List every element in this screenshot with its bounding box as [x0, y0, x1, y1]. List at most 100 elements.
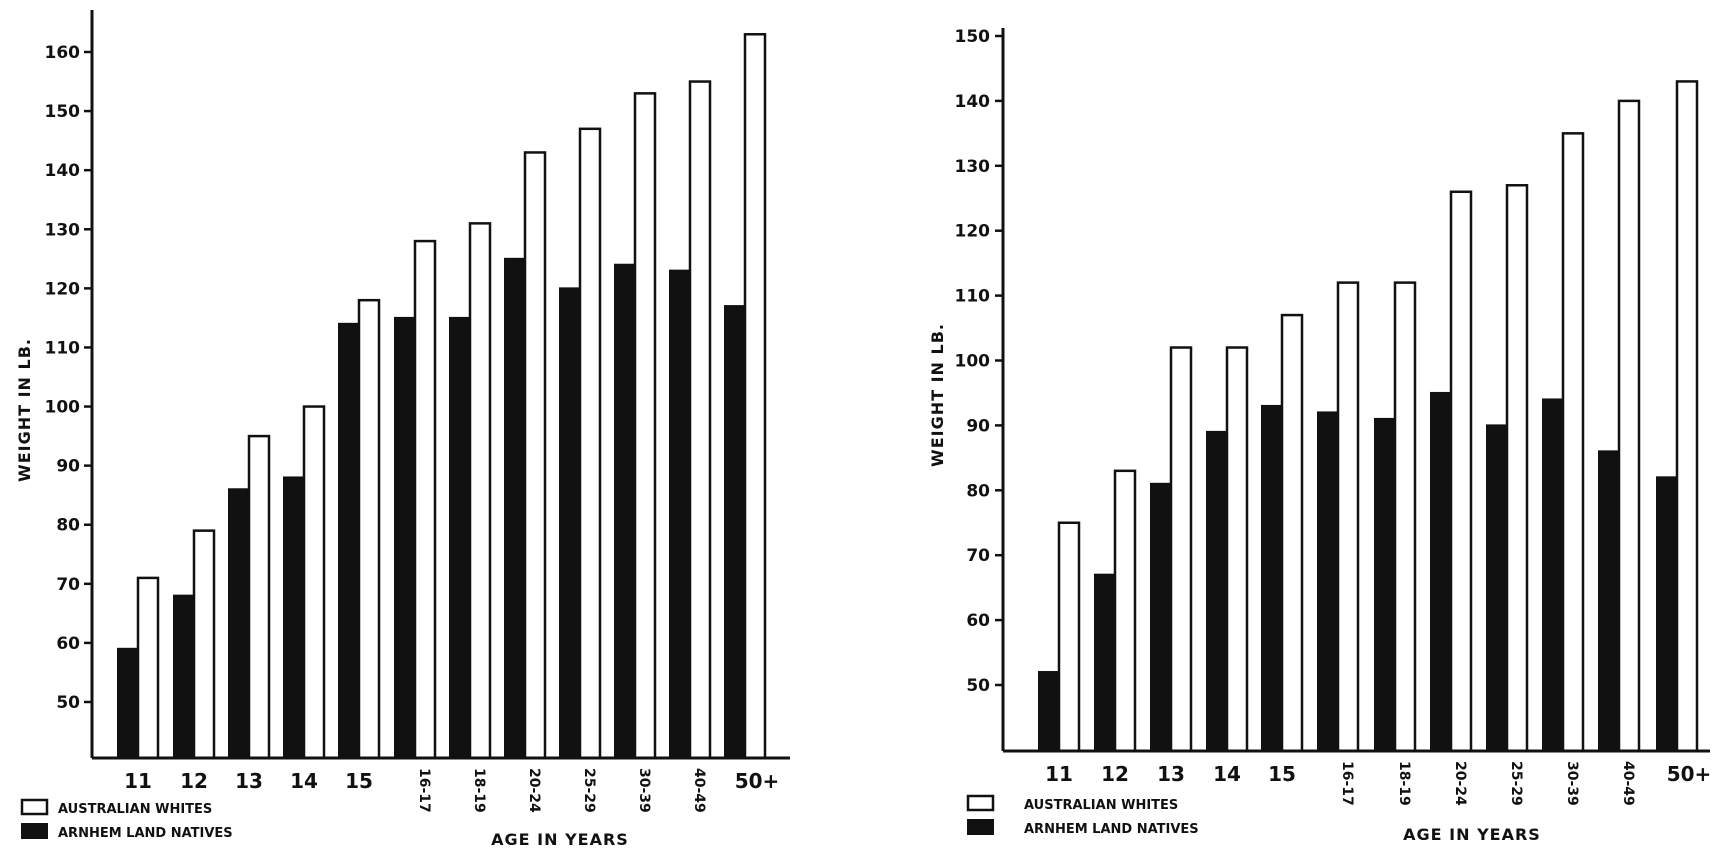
bar-right-natives	[1038, 671, 1060, 753]
bar-right-whites	[1617, 99, 1641, 753]
bar-right-whites	[1675, 80, 1699, 753]
chart-left-y-tick-label: 140	[45, 161, 81, 181]
chart-right-x-tick-label: 15	[1268, 762, 1296, 786]
bar-right-whites	[1225, 346, 1249, 753]
chart-right-y-tick-label: 50	[966, 676, 990, 696]
bar-left-natives	[504, 257, 526, 759]
bar-left-whites	[413, 239, 437, 760]
bar-left-whites	[468, 222, 492, 760]
chart-right-x-tick-label: 12	[1101, 762, 1129, 786]
bar-right-whites	[1561, 132, 1585, 753]
chart-right-y-ticks: 50 60 70 80 90 100 110 120 130 140 150	[955, 27, 1003, 696]
legend-right-whites-label: AUSTRALIAN WHITES	[1024, 798, 1178, 813]
legend-left-natives-swatch	[21, 823, 48, 839]
bar-left-whites	[357, 298, 381, 760]
legend-right-natives-swatch	[967, 819, 994, 835]
bar-right-natives	[1317, 411, 1339, 752]
bar-left-whites	[688, 80, 712, 760]
chart-left-y-tick-label: 80	[56, 516, 80, 536]
chart-left: 50 60 70 80 90 100 110 120 130 140 150 160 11 12 13 14…	[15, 10, 790, 849]
chart-left-x-tick-label: 50+	[735, 769, 780, 793]
chart-right-x-ticks: 11 12 13 14 15 16-17 18-19 20-24 25-29 30-39 40-49…	[1045, 761, 1711, 806]
chart-left-x-tick-label: 16-17	[416, 768, 432, 813]
chart-right-y-tick-label: 150	[955, 27, 991, 47]
chart-right-x-tick-label: 14	[1213, 762, 1241, 786]
legend-right-natives-label: ARNHEM LAND NATIVES	[1024, 822, 1199, 837]
bar-left-whites	[743, 33, 767, 760]
chart-left-marks	[117, 33, 767, 760]
chart-left-x-tick-label: 40-49	[691, 768, 707, 813]
chart-left-x-tick-label: 14	[290, 769, 318, 793]
bar-right-natives	[1598, 450, 1620, 752]
chart-right-y-tick-label: 100	[955, 352, 991, 372]
chart-right-x-tick-label: 20-24	[1452, 761, 1468, 806]
legend-left-natives-label: ARNHEM LAND NATIVES	[58, 826, 233, 841]
bar-left-natives	[614, 263, 636, 759]
bar-right-natives	[1486, 424, 1508, 752]
chart-right-x-tick-label: 13	[1157, 762, 1185, 786]
bar-left-natives	[394, 316, 416, 759]
chart-left-x-tick-label: 20-24	[526, 768, 542, 813]
chart-right-y-tick-label: 80	[966, 481, 990, 501]
bar-left-whites	[247, 434, 271, 760]
chart-right-y-tick-label: 130	[955, 157, 991, 177]
chart-right-y-axis-title: WEIGHT IN LB.	[928, 323, 947, 467]
chart-left-y-tick-label: 150	[45, 102, 81, 122]
chart-right-x-axis-title: AGE IN YEARS	[1403, 825, 1541, 844]
bar-left-whites	[633, 92, 657, 760]
chart-right-y-tick-label: 110	[955, 287, 991, 307]
bar-left-natives	[338, 322, 360, 759]
chart-left-x-tick-label: 18-19	[471, 768, 487, 813]
bar-right-whites	[1393, 281, 1417, 753]
bar-left-whites	[523, 151, 547, 760]
chart-right-y-tick-label: 120	[955, 222, 991, 242]
bar-left-natives	[117, 647, 139, 759]
legend-right-whites-swatch	[966, 794, 995, 812]
chart-left-x-ticks: 11 12 13 14 15 16-17 18-19 20-24 25-29 30-39 40-49…	[124, 768, 779, 813]
bar-right-whites	[1280, 313, 1304, 753]
chart-left-y-tick-label: 130	[45, 220, 81, 240]
bar-right-whites	[1169, 346, 1193, 753]
chart-left-x-tick-label: 15	[345, 769, 373, 793]
chart-left-y-tick-label: 110	[45, 338, 81, 358]
chart-right-marks	[1038, 80, 1699, 753]
chart-left-x-tick-label: 12	[180, 769, 208, 793]
chart-right-x-tick-label: 25-29	[1508, 761, 1524, 806]
chart-left-y-tick-label: 60	[56, 634, 80, 654]
bar-right-natives	[1206, 430, 1228, 752]
chart-left-y-axis-title: WEIGHT IN LB.	[15, 338, 34, 482]
bar-right-whites	[1505, 184, 1529, 753]
bar-left-natives	[449, 316, 471, 759]
bar-left-whites	[136, 576, 160, 760]
chart-left-y-tick-label: 100	[45, 398, 81, 418]
bar-right-natives	[1261, 404, 1283, 752]
chart-left-y-ticks: 50 60 70 80 90 100 110 120 130 140 150 160	[45, 43, 92, 713]
bar-left-whites	[192, 529, 216, 760]
bar-left-natives	[283, 476, 305, 759]
chart-left-y-tick-label: 50	[56, 693, 80, 713]
legend-left-whites-label: AUSTRALIAN WHITES	[58, 802, 212, 817]
chart-right-y-tick-label: 60	[966, 611, 990, 631]
bar-right-whites	[1336, 281, 1360, 753]
chart-left-x-tick-label: 13	[235, 769, 263, 793]
chart-left-y-tick-label: 120	[45, 279, 81, 299]
chart-right-x-tick-label: 40-49	[1620, 761, 1636, 806]
chart-left-y-tick-label: 70	[56, 575, 80, 595]
bar-left-whites	[578, 127, 602, 760]
bar-right-natives	[1094, 573, 1116, 752]
chart-left-x-tick-label: 25-29	[581, 768, 597, 813]
bar-left-natives	[559, 287, 581, 759]
bar-right-natives	[1430, 391, 1452, 752]
chart-left-x-tick-label: 30-39	[636, 768, 652, 813]
chart-right-y-tick-label: 140	[955, 92, 991, 112]
legend-left-whites-swatch	[20, 798, 49, 816]
bar-right-natives	[1374, 417, 1396, 752]
bar-left-natives	[228, 488, 250, 759]
bar-left-natives	[173, 594, 195, 759]
bar-right-whites	[1113, 469, 1137, 753]
chart-right-x-tick-label: 30-39	[1564, 761, 1580, 806]
chart-right-x-tick-label: 11	[1045, 762, 1073, 786]
chart-right-y-tick-label: 70	[966, 546, 990, 566]
